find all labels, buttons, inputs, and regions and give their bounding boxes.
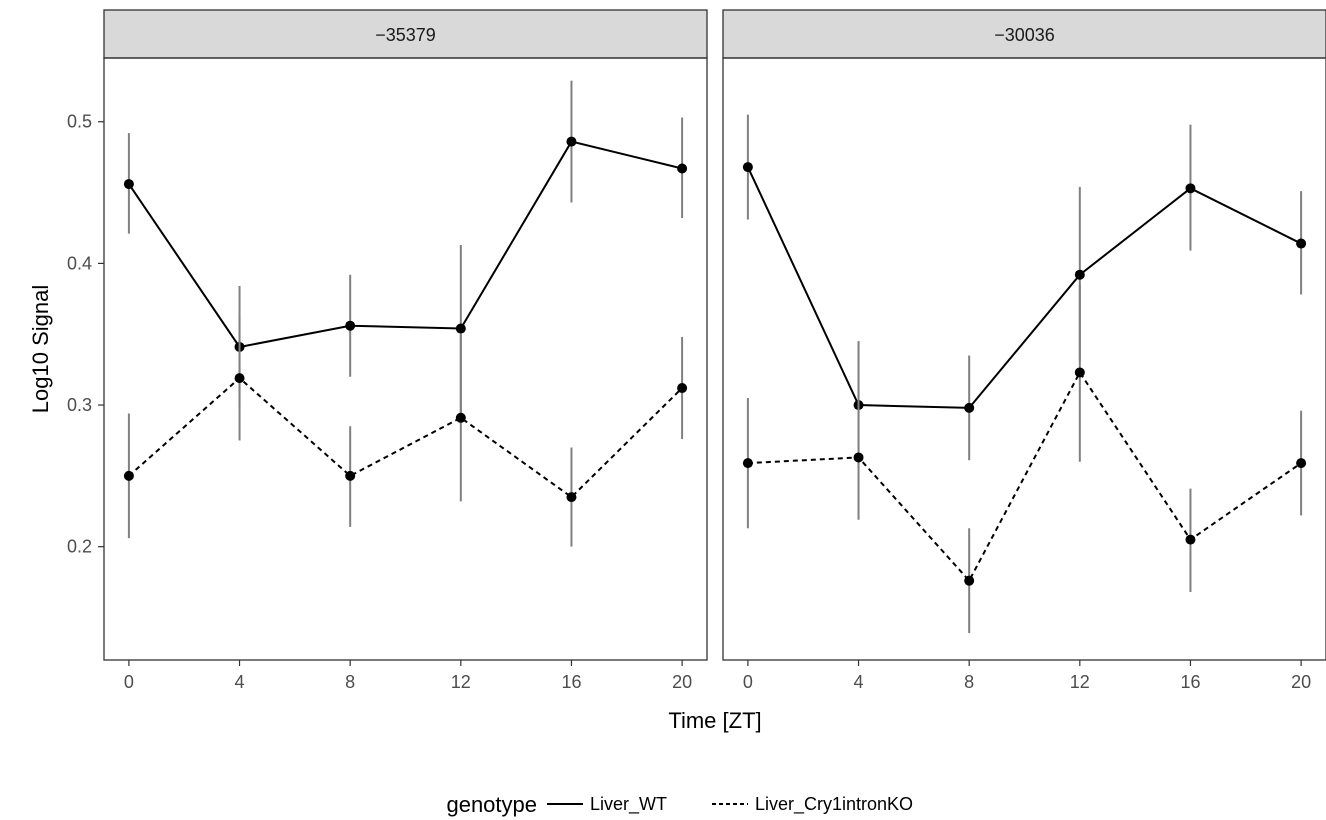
y-axis-title: Log10 Signal	[28, 285, 53, 413]
x-tick-label: 4	[235, 672, 245, 692]
x-axis-title: Time [ZT]	[668, 708, 761, 733]
data-point	[345, 470, 356, 481]
data-point	[853, 452, 864, 463]
y-tick-label: 0.5	[67, 112, 92, 132]
panel-1: −35379 0 4 8 12 16 20 0.2 0.3 0.4 0.5	[67, 9, 708, 692]
data-point	[964, 575, 975, 586]
series-Liver_WT	[123, 80, 688, 414]
panel-border	[103, 57, 708, 661]
y-tick-label: 0.4	[67, 253, 92, 273]
data-point	[742, 458, 753, 469]
x-tick-label: 16	[561, 672, 581, 692]
y-tick-label: 0.2	[67, 537, 92, 557]
data-point	[1185, 183, 1196, 194]
facet-strip	[103, 9, 708, 59]
data-point	[1296, 238, 1307, 249]
legend: genotype Liver_WT Liver_Cry1intronKO	[446, 792, 913, 817]
facet-strip-label: −35379	[375, 25, 436, 45]
x-tick-label: 0	[124, 672, 134, 692]
facet-strip	[722, 9, 1326, 59]
legend-label-ko: Liver_Cry1intronKO	[755, 794, 913, 815]
data-point	[123, 470, 134, 481]
series-Liver_Cry1intronKO	[123, 315, 688, 547]
data-point	[1296, 458, 1307, 469]
x-tick-label: 12	[1070, 672, 1090, 692]
legend-title: genotype	[446, 792, 537, 817]
data-point	[677, 163, 688, 174]
series-Liver_Cry1intronKO	[742, 284, 1307, 634]
data-point	[566, 492, 577, 503]
x-tick-label: 12	[451, 672, 471, 692]
data-point	[455, 412, 466, 423]
chart-panels: −35379 0 4 8 12 16 20 0.2 0.3 0.4 0.5 −30036 0 4 8 12 16…	[67, 9, 1326, 692]
x-tick-label: 8	[345, 672, 355, 692]
panel-border	[722, 57, 1326, 661]
data-point	[123, 179, 134, 190]
data-point	[455, 323, 466, 334]
x-tick-label: 0	[743, 672, 753, 692]
x-tick-label: 16	[1180, 672, 1200, 692]
series-line	[128, 376, 683, 499]
y-tick-label: 0.3	[67, 395, 92, 415]
panel-2: −30036 0 4 8 12 16 20	[722, 9, 1326, 692]
series-line	[128, 140, 683, 349]
data-point	[234, 373, 245, 384]
x-tick-label: 20	[672, 672, 692, 692]
x-tick-label: 8	[964, 672, 974, 692]
x-tick-label: 4	[854, 672, 864, 692]
data-point	[677, 383, 688, 394]
series-line	[746, 166, 1302, 409]
facet-strip-label: −30036	[994, 25, 1055, 45]
data-point	[345, 320, 356, 331]
data-point	[964, 402, 975, 413]
data-point	[1185, 534, 1196, 545]
legend-label-wt: Liver_WT	[590, 794, 667, 815]
data-point	[566, 136, 577, 147]
x-tick-label: 20	[1291, 672, 1311, 692]
data-point	[742, 162, 753, 173]
data-point	[1074, 269, 1085, 280]
series-Liver_WT	[742, 114, 1307, 468]
series-line	[747, 370, 1302, 583]
data-point	[1074, 367, 1085, 378]
